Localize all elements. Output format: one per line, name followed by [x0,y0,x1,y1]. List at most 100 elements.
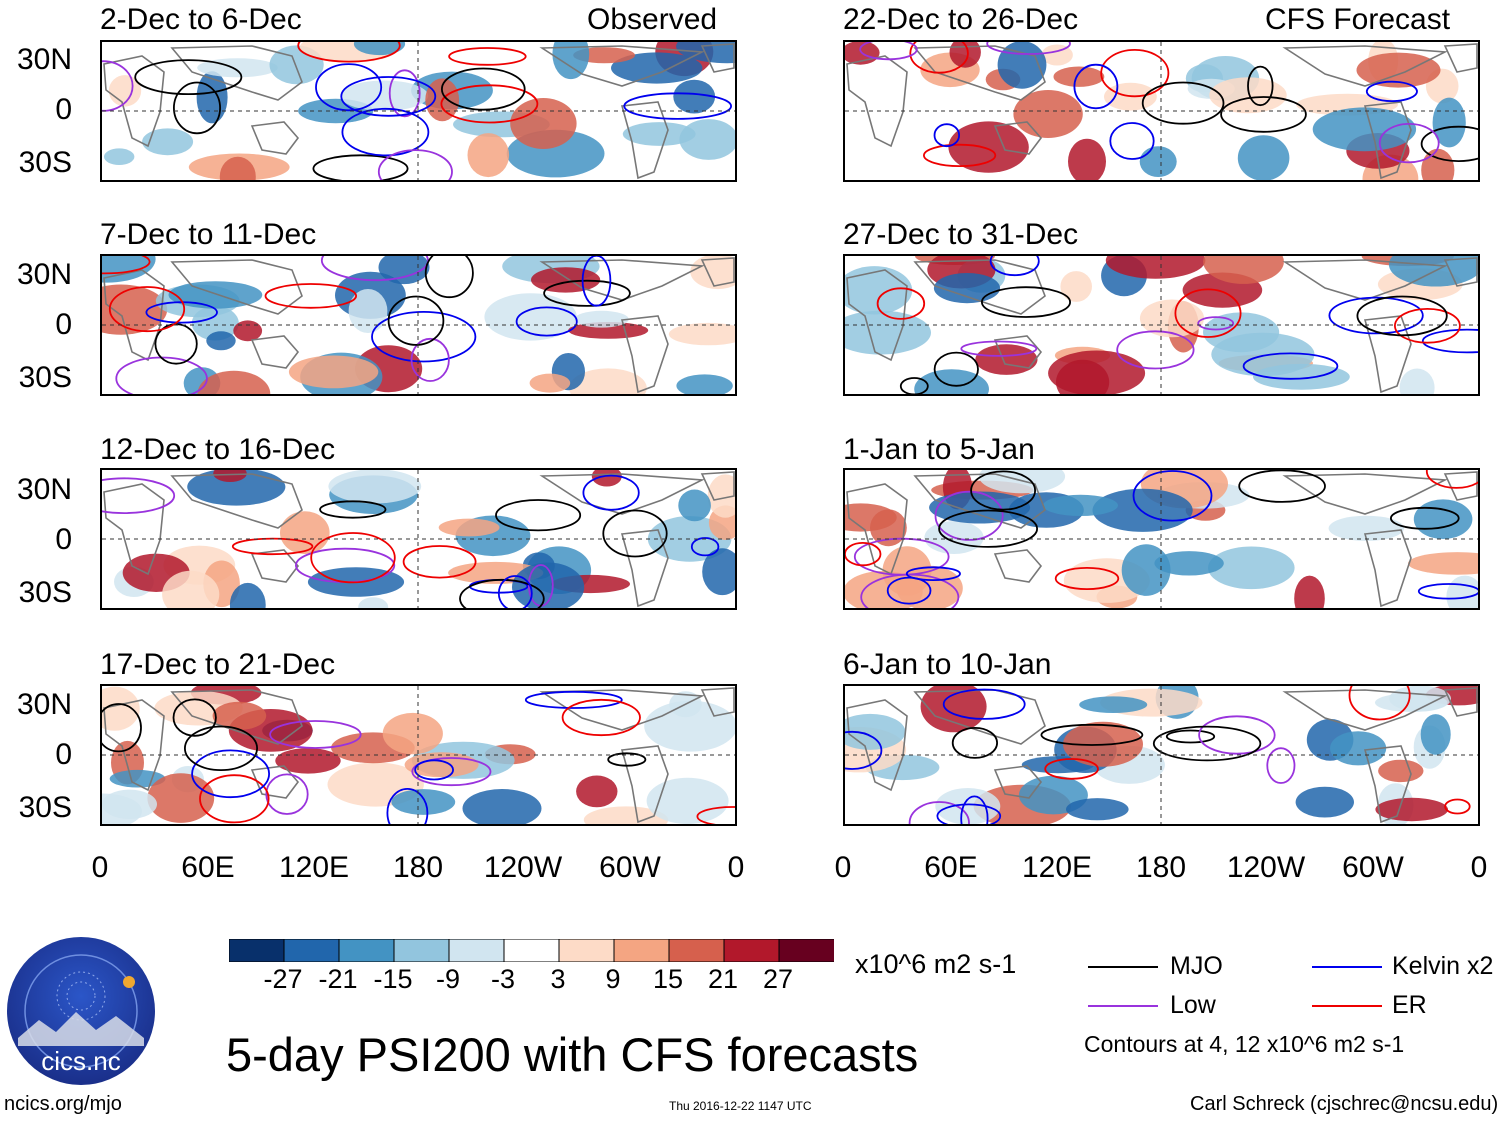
anomaly-shading [1043,494,1118,516]
contour-line [623,92,732,120]
continent-outline [539,689,705,731]
anomaly-shading [382,712,443,755]
contour-line [934,490,1004,541]
continent-outline [846,269,908,362]
continent-outline [1443,257,1478,287]
contour-line [1238,470,1326,503]
anomaly-shading [576,775,618,808]
ylabel-eq-row1: 0 [55,93,72,126]
panel-title-5: 22-Dec to 26-Dec [843,3,1079,36]
contour-line [561,698,641,737]
colorbar-swatch [503,938,560,963]
footer-url[interactable]: ncics.org/mjo [4,1093,122,1115]
contour-line [1054,567,1120,591]
continent-outline [1363,745,1412,824]
contour-line [515,306,578,337]
colorbar-tick: -3 [490,964,515,994]
contour-line [1116,330,1195,370]
xlabel-left-60w: 60W [599,851,661,884]
cics-logo: cics.nc [4,934,158,1088]
contour-line [1174,288,1242,338]
map-panel-8 [843,684,1480,826]
contour-line [970,470,1037,511]
contour-line [1242,352,1339,380]
contour-line [602,509,668,558]
continent-outline [103,699,165,792]
anomaly-shading [378,256,430,285]
anomaly-shading [948,121,1029,173]
contour-line [102,477,176,514]
ylabel-30n-row3: 30N [16,473,72,506]
colorbar-swatch [558,938,615,963]
map-panel-4 [100,684,737,826]
contour-line [191,749,271,799]
contour-line [860,573,960,608]
anomaly-shading [233,320,263,342]
anomaly-shading [845,571,923,608]
anomaly-shading [679,119,735,160]
anomaly-shading [1399,368,1435,394]
contour-line [340,76,437,117]
colorbar-swatch [448,938,505,963]
panel-title-2: 7-Dec to 11-Dec [100,218,317,251]
contour-line [1073,63,1119,110]
ylabel-30s-row3: 30S [18,576,72,609]
continent-outline [913,473,1046,529]
continent-outline [700,687,735,717]
anomaly-shading [275,748,341,774]
anomaly-shading [914,369,989,394]
contour-line [1328,296,1424,335]
contour-line [108,286,186,333]
colorbar-swatch [778,938,835,963]
anomaly-shading [353,42,406,56]
anomaly-shading [288,355,379,389]
contour-line [387,295,445,346]
continent-outline [913,689,1046,745]
contour-line [371,310,477,363]
continent-outline [1443,687,1478,717]
logo-wordmark: cics.nc [41,1046,120,1076]
anomaly-shading [1237,135,1290,180]
continent-outline [250,549,300,583]
anomaly-shading [109,769,166,788]
contour-line [908,801,970,824]
contour-line [845,730,883,770]
anomaly-shading [935,788,1001,824]
xlabel-left-180: 180 [392,851,444,884]
contour-line [933,351,979,387]
anomaly-shading [1066,798,1129,821]
anomaly-shading [142,128,194,156]
anomaly-shading [707,474,735,518]
contour-line [905,566,961,581]
colorbar-swatch [228,938,285,963]
anomaly-shading [574,310,629,328]
contour-line [936,803,1002,824]
anomaly-shading [328,470,422,504]
contour-line [1152,725,1262,762]
contour-line [899,377,929,394]
anomaly-shading [162,570,220,608]
continent-outline [846,55,908,148]
ylabel-eq-row4: 0 [55,738,72,771]
anomaly-shading [1375,797,1448,822]
contour-line [386,788,429,824]
contour-line [315,63,383,112]
continent-outline [170,689,303,745]
continent-outline [620,529,669,608]
anomaly-shading [1446,575,1478,608]
legend-kelvin-line [1312,966,1382,968]
panel-title-3: 12-Dec to 16-Dec [100,433,336,466]
anomaly-shading [1328,515,1404,541]
panel-title-6: 27-Dec to 31-Dec [843,218,1079,251]
contour-line [690,537,720,557]
anomaly-shading [611,52,703,84]
anomaly-shading [552,42,590,80]
anomaly-shading [1139,146,1177,177]
contour-line [951,727,998,759]
contour-line [341,107,430,157]
contour-line [582,474,640,511]
anomaly-shading [187,470,286,506]
anomaly-shading [467,133,510,178]
continent-outline [170,473,303,529]
anomaly-shading [1105,256,1206,279]
